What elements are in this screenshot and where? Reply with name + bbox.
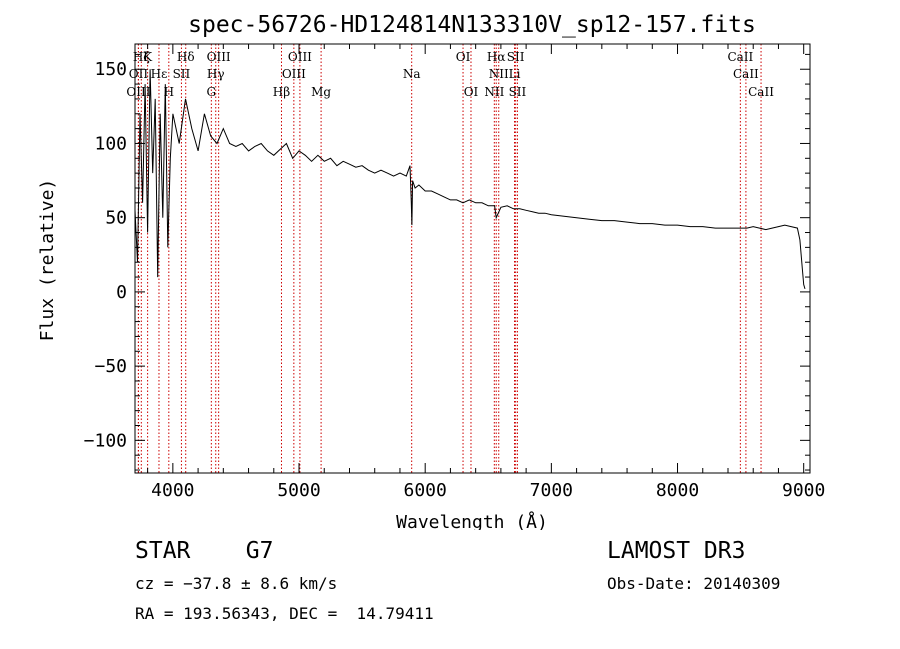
flux-series-line — [134, 69, 806, 290]
x-axis-label: Wavelength (Å) — [396, 511, 548, 530]
line-label: Hδ — [177, 50, 195, 64]
x-tick-label: 4000 — [151, 480, 194, 501]
line-label: Na — [403, 67, 421, 81]
plot-frame — [134, 43, 811, 474]
line-label: CaII — [727, 50, 753, 64]
y-tick-label: 50 — [105, 208, 127, 229]
line-label: OI — [464, 85, 479, 99]
x-tick-label: 7000 — [530, 480, 573, 501]
redshift-velocity: cz = −37.8 ± 8.6 km/s — [135, 574, 338, 593]
x-tick-label: 9000 — [782, 480, 825, 501]
line-label: OI — [456, 50, 471, 64]
x-tick-label: 8000 — [656, 480, 699, 501]
line-label: Mg — [311, 85, 331, 99]
line-label: SII — [173, 67, 191, 81]
line-label: Li — [509, 67, 521, 81]
y-tick-label: 150 — [94, 59, 127, 80]
line-label: CaII — [733, 67, 759, 81]
x-tick-label: 5000 — [277, 480, 320, 501]
line-label: G — [207, 85, 217, 99]
line-label: H — [164, 85, 174, 99]
line-label: Hβ — [273, 85, 290, 99]
line-label: NII — [489, 67, 509, 81]
line-markers — [137, 44, 762, 473]
y-axis-label: Flux (relative) — [37, 179, 58, 342]
x-axis-ticks: 4000 5000 6000 7000 8000 9000 — [147, 44, 825, 501]
chart-title: spec-56726-HD124814N133310V_sp12-157.fit… — [188, 12, 756, 38]
line-label: OIII — [207, 50, 231, 64]
x-tick-label: 6000 — [404, 480, 447, 501]
observation-date: Obs-Date: 20140309 — [607, 574, 781, 593]
line-label: CaII — [748, 85, 774, 99]
y-tick-label: −50 — [94, 356, 127, 377]
line-label: Hε — [151, 67, 168, 81]
line-label: K — [143, 50, 153, 64]
line-label: Hγ — [207, 67, 225, 81]
y-tick-label: 100 — [94, 133, 127, 154]
line-label: OII — [129, 67, 149, 81]
y-tick-label: 0 — [116, 282, 127, 303]
line-label: OIII — [126, 85, 150, 99]
y-axis-ticks: −100 −50 0 50 100 150 — [84, 53, 810, 471]
survey-name: LAMOST DR3 — [607, 538, 746, 564]
object-class: STAR G7 — [135, 538, 274, 564]
line-label: OIII — [282, 67, 306, 81]
line-label: NII — [484, 85, 504, 99]
line-label: SII — [509, 85, 527, 99]
line-label: OIII — [288, 50, 312, 64]
coordinates: RA = 193.56343, DEC = 14.79411 — [135, 604, 434, 623]
line-label: Hα — [487, 50, 506, 64]
line-label: SII — [507, 50, 525, 64]
line-label: Hζ — [133, 50, 150, 64]
spectrum-plot: spec-56726-HD124814N133310V_sp12-157.fit… — [37, 12, 825, 530]
y-tick-label: −100 — [84, 430, 127, 451]
